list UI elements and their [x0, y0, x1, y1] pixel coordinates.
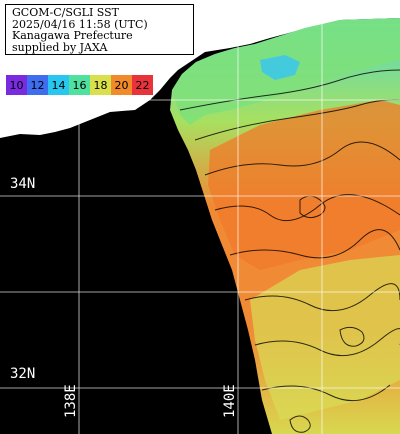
color-scale-bar: 10 12 14 16 18 20 22	[5, 74, 154, 96]
scale-label-10: 10	[6, 75, 27, 95]
title-line-1: GCOM-C/SGLI SST	[12, 6, 120, 19]
title-box: GCOM-C/SGLI SST 2025/04/16 11:58 (UTC) K…	[5, 4, 194, 55]
warm-core	[208, 100, 400, 270]
lon-label-140e: 140E	[222, 384, 238, 418]
scale-label-12: 12	[27, 75, 48, 95]
lon-label-138e: 138E	[63, 384, 79, 418]
scale-label-14: 14	[48, 75, 69, 95]
bay-cool-water	[260, 55, 300, 80]
lat-label-32n: 32N	[10, 366, 36, 382]
scale-label-18: 18	[90, 75, 111, 95]
scale-label-16: 16	[69, 75, 90, 95]
scale-label-20: 20	[111, 75, 132, 95]
cool-south-area	[250, 255, 400, 420]
title-line-3: Kanagawa Prefecture	[12, 29, 133, 42]
scale-label-22: 22	[132, 75, 153, 95]
contour-lines	[179, 69, 400, 433]
lat-label-34n: 34N	[10, 176, 36, 192]
title-line-2: 2025/04/16 11:58 (UTC)	[12, 17, 148, 31]
title-line-4: supplied by JAXA	[12, 40, 108, 54]
